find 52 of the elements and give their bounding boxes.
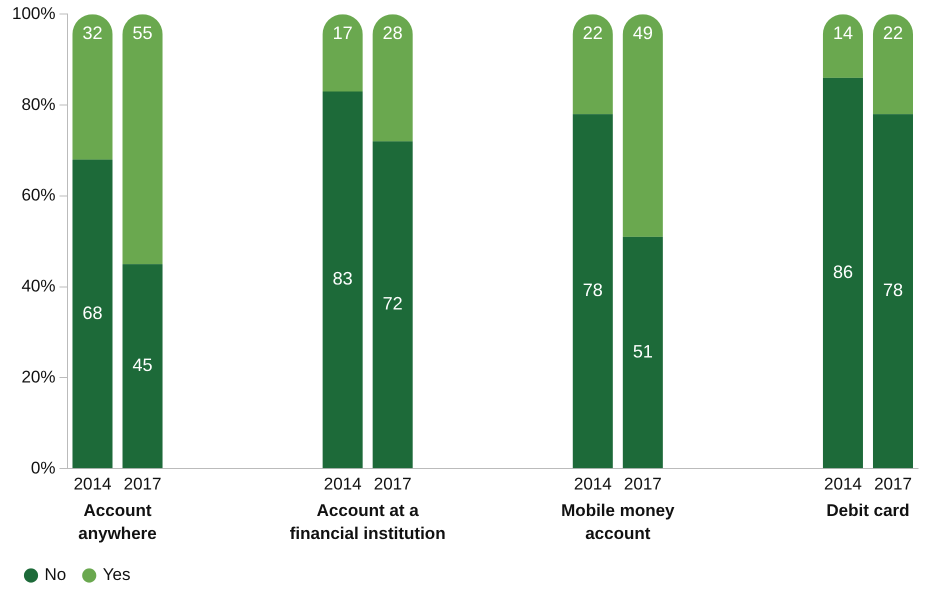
x-tick-label: 2014 (324, 474, 362, 494)
data-label: 22 (882, 23, 903, 44)
legend-label: Yes (102, 565, 130, 584)
bar (372, 14, 413, 142)
y-tick-label: 60% (21, 186, 56, 205)
text: Account at a financial institution (290, 500, 446, 543)
bar (72, 160, 113, 468)
text: Mobile money account (561, 500, 676, 543)
bar (872, 114, 913, 468)
x-tick-label: 2017 (874, 474, 912, 494)
y-tick-label: 0% (30, 458, 56, 478)
legend-label: No (44, 565, 66, 584)
y-tick-label: 20% (21, 367, 56, 386)
data-label: 32 (82, 23, 103, 44)
x-tick-label: 2017 (374, 474, 412, 494)
bar (572, 14, 613, 114)
bar (322, 14, 363, 92)
data-label: 72 (382, 294, 403, 314)
x-tick-label: 2017 (624, 474, 662, 494)
bar (572, 114, 613, 468)
bar (372, 141, 413, 468)
data-label: 83 (332, 268, 353, 289)
data-label: 51 (632, 341, 653, 362)
text: Debit card (826, 500, 910, 520)
data-label: 28 (382, 23, 403, 44)
x-tick-label: 2014 (574, 474, 612, 494)
bar (622, 14, 663, 237)
data-label: 22 (582, 23, 603, 44)
data-label: 68 (82, 302, 103, 323)
data-label: 49 (632, 23, 653, 44)
x-tick-label: 2014 (824, 474, 862, 494)
bar (822, 78, 863, 468)
bar (72, 14, 113, 160)
data-label: 45 (132, 355, 153, 376)
data-label: 55 (132, 23, 153, 44)
y-tick-label: 100% (12, 4, 56, 23)
bar (872, 14, 913, 114)
y-tick-label: 80% (21, 94, 56, 114)
bar (122, 14, 163, 264)
data-label: 17 (332, 23, 353, 44)
data-label: 14 (832, 23, 853, 44)
x-tick-label: 2017 (124, 474, 162, 494)
y-tick-label: 40% (21, 276, 56, 296)
bar (322, 91, 363, 468)
text: Account anywhere (78, 500, 157, 543)
data-label: 86 (832, 262, 853, 282)
bar (122, 264, 163, 468)
x-tick-label: 2014 (74, 474, 112, 494)
bar (822, 14, 863, 78)
bar (622, 236, 663, 468)
data-label: 78 (582, 280, 603, 300)
data-label: 78 (882, 280, 903, 300)
